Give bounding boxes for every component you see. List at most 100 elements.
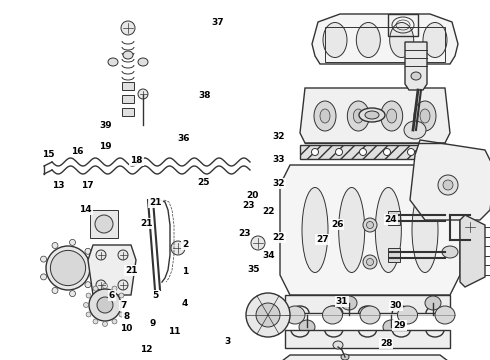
Ellipse shape	[353, 109, 363, 123]
Text: 11: 11	[168, 328, 180, 336]
Polygon shape	[410, 140, 490, 220]
Ellipse shape	[97, 297, 113, 313]
Ellipse shape	[360, 149, 367, 156]
Ellipse shape	[375, 188, 401, 273]
Ellipse shape	[336, 149, 343, 156]
Text: 34: 34	[262, 251, 275, 260]
Text: 18: 18	[130, 156, 143, 165]
Text: 16: 16	[71, 147, 84, 156]
Ellipse shape	[108, 58, 118, 66]
Ellipse shape	[52, 288, 58, 293]
Polygon shape	[285, 330, 450, 348]
Text: 14: 14	[79, 205, 92, 214]
Text: 22: 22	[272, 233, 285, 242]
Ellipse shape	[302, 188, 328, 273]
Ellipse shape	[138, 89, 148, 99]
Ellipse shape	[463, 220, 477, 234]
Ellipse shape	[367, 221, 373, 229]
Text: 30: 30	[390, 301, 402, 310]
Ellipse shape	[119, 312, 124, 317]
Ellipse shape	[93, 286, 98, 291]
Ellipse shape	[91, 265, 97, 271]
Polygon shape	[388, 248, 400, 262]
Text: 13: 13	[51, 181, 64, 190]
Ellipse shape	[123, 51, 133, 59]
Ellipse shape	[50, 251, 86, 285]
Text: 12: 12	[140, 346, 152, 354]
Text: 32: 32	[272, 132, 285, 141]
Ellipse shape	[138, 58, 148, 66]
Ellipse shape	[96, 250, 106, 260]
Text: 36: 36	[177, 135, 190, 144]
Ellipse shape	[367, 258, 373, 266]
Text: 3: 3	[225, 337, 231, 346]
Ellipse shape	[246, 293, 290, 337]
Text: 17: 17	[81, 181, 94, 190]
Ellipse shape	[383, 320, 399, 334]
Ellipse shape	[122, 302, 126, 307]
Text: 7: 7	[120, 301, 127, 310]
Text: 6: 6	[109, 291, 115, 300]
Ellipse shape	[387, 109, 397, 123]
Polygon shape	[300, 145, 450, 159]
Ellipse shape	[102, 284, 107, 288]
Ellipse shape	[359, 108, 385, 122]
Polygon shape	[270, 355, 460, 360]
Ellipse shape	[443, 180, 453, 190]
Ellipse shape	[341, 296, 357, 310]
Ellipse shape	[323, 22, 347, 58]
Text: 23: 23	[243, 202, 255, 210]
Text: 31: 31	[336, 297, 348, 306]
Ellipse shape	[420, 109, 430, 123]
Ellipse shape	[432, 149, 439, 156]
Ellipse shape	[425, 296, 441, 310]
Ellipse shape	[118, 280, 128, 290]
Text: 10: 10	[120, 324, 133, 333]
Text: 19: 19	[99, 143, 112, 152]
Polygon shape	[300, 88, 450, 143]
Ellipse shape	[360, 306, 380, 324]
Text: 27: 27	[316, 235, 329, 244]
Text: 21: 21	[140, 219, 152, 228]
Polygon shape	[312, 14, 458, 64]
Text: 20: 20	[246, 191, 259, 199]
Text: 23: 23	[238, 229, 250, 238]
Polygon shape	[388, 211, 400, 225]
Text: 26: 26	[331, 220, 343, 229]
Ellipse shape	[256, 303, 280, 327]
Ellipse shape	[347, 101, 369, 131]
Ellipse shape	[397, 306, 417, 324]
Text: 8: 8	[123, 311, 129, 320]
Polygon shape	[90, 210, 118, 238]
Ellipse shape	[299, 320, 315, 334]
Text: 29: 29	[393, 321, 406, 330]
Ellipse shape	[435, 306, 455, 324]
Polygon shape	[280, 165, 460, 295]
Text: 9: 9	[149, 320, 156, 328]
Ellipse shape	[70, 291, 75, 297]
Ellipse shape	[121, 21, 135, 35]
Polygon shape	[122, 108, 134, 116]
Ellipse shape	[363, 218, 377, 232]
Polygon shape	[460, 215, 485, 287]
Text: 39: 39	[99, 121, 112, 130]
Polygon shape	[405, 42, 427, 90]
Ellipse shape	[86, 312, 91, 317]
Ellipse shape	[89, 289, 121, 321]
Ellipse shape	[408, 149, 415, 156]
Text: 5: 5	[153, 291, 159, 300]
Ellipse shape	[314, 101, 336, 131]
Ellipse shape	[70, 239, 75, 246]
Ellipse shape	[171, 241, 185, 255]
Ellipse shape	[390, 22, 414, 58]
Polygon shape	[122, 95, 134, 103]
Ellipse shape	[86, 293, 91, 298]
Ellipse shape	[411, 72, 421, 80]
Ellipse shape	[312, 149, 318, 156]
Text: 37: 37	[212, 18, 224, 27]
Text: 38: 38	[198, 91, 211, 100]
Ellipse shape	[46, 246, 90, 290]
Ellipse shape	[365, 111, 379, 119]
Text: 33: 33	[272, 155, 285, 164]
Text: 2: 2	[182, 240, 188, 249]
